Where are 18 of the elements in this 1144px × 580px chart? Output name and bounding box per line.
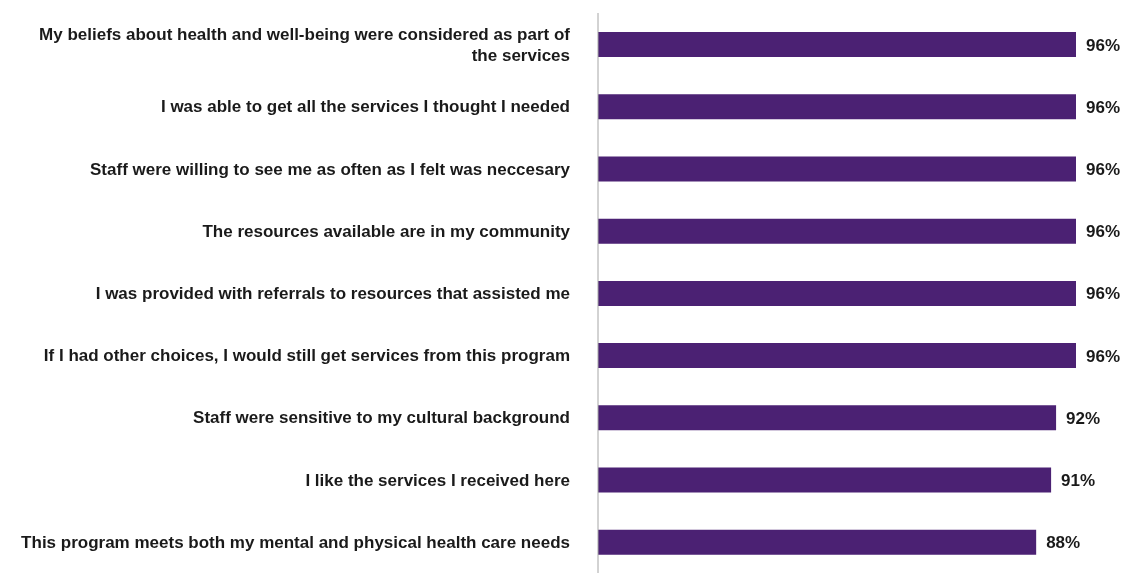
y-tick-label: This program meets both my mental and physical health care needs — [21, 532, 570, 552]
data-label: 96% — [1086, 284, 1121, 304]
data-label: 88% — [1046, 533, 1081, 553]
data-label: 96% — [1086, 35, 1121, 55]
y-tick-label: My beliefs about health and well-being were considered as part of the services — [39, 24, 571, 65]
data-label: 96% — [1086, 222, 1121, 242]
y-tick-label: I was able to get all the services I thought I needed — [160, 96, 570, 116]
data-label: 92% — [1066, 408, 1101, 428]
y-tick-label: If I had other choices, I would still get services from this program — [43, 345, 570, 365]
y-tick-label: The resources available are in my community — [202, 221, 571, 241]
y-tick-label: Staff were willing to see me as often as I felt was neccesary — [90, 159, 571, 179]
data-label: 96% — [1086, 97, 1121, 117]
data-label: 91% — [1061, 471, 1096, 491]
y-tick-label: I like the services I received here — [305, 470, 570, 490]
data-label: 96% — [1086, 159, 1121, 179]
y-tick-label: Staff were sensitive to my cultural background — [193, 407, 570, 427]
y-tick-label: I was provided with referrals to resources that assisted me — [95, 283, 570, 303]
data-label: 96% — [1086, 346, 1121, 366]
